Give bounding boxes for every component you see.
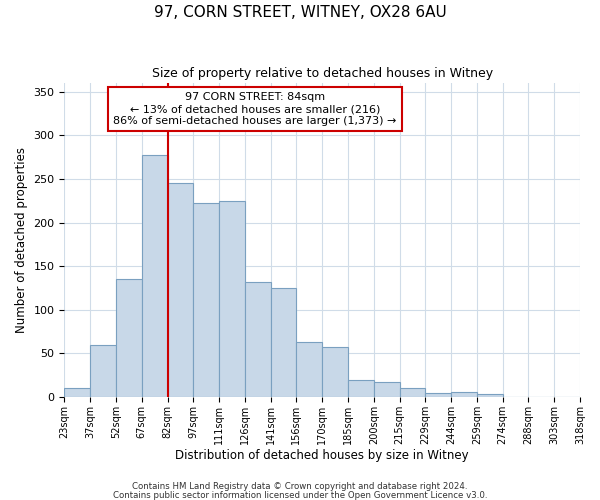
- X-axis label: Distribution of detached houses by size in Witney: Distribution of detached houses by size …: [175, 450, 469, 462]
- Text: 97, CORN STREET, WITNEY, OX28 6AU: 97, CORN STREET, WITNEY, OX28 6AU: [154, 5, 446, 20]
- Bar: [348, 380, 374, 397]
- Bar: [116, 279, 142, 397]
- Bar: [296, 342, 322, 397]
- Bar: [64, 388, 90, 397]
- Text: Contains public sector information licensed under the Open Government Licence v3: Contains public sector information licen…: [113, 490, 487, 500]
- Bar: [374, 382, 400, 397]
- Title: Size of property relative to detached houses in Witney: Size of property relative to detached ho…: [152, 68, 493, 80]
- Y-axis label: Number of detached properties: Number of detached properties: [15, 147, 28, 333]
- Bar: [322, 347, 348, 397]
- Bar: [90, 344, 116, 397]
- Bar: [400, 388, 425, 397]
- Bar: [477, 394, 503, 397]
- Bar: [193, 202, 219, 397]
- Bar: [451, 392, 477, 397]
- Bar: [271, 288, 296, 397]
- Bar: [142, 154, 167, 397]
- Bar: [167, 184, 193, 397]
- Bar: [219, 201, 245, 397]
- Bar: [245, 282, 271, 397]
- Text: Contains HM Land Registry data © Crown copyright and database right 2024.: Contains HM Land Registry data © Crown c…: [132, 482, 468, 491]
- Bar: [425, 392, 451, 397]
- Text: 97 CORN STREET: 84sqm
← 13% of detached houses are smaller (216)
86% of semi-det: 97 CORN STREET: 84sqm ← 13% of detached …: [113, 92, 397, 126]
